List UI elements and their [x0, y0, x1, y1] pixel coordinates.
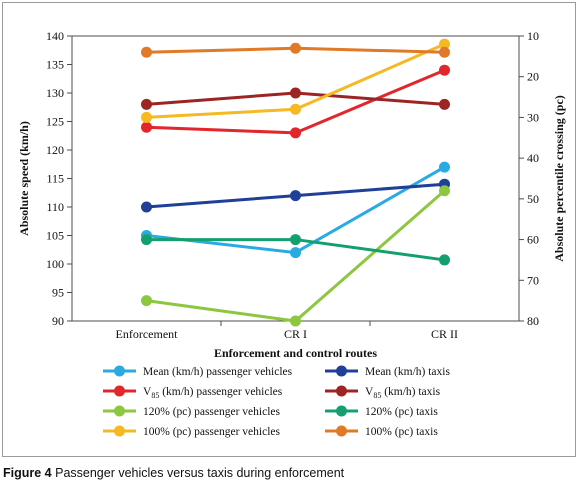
series-group: [141, 42, 450, 58]
y-left-tick-label: 105: [46, 229, 64, 243]
y-left-tick-label: 100: [46, 257, 64, 271]
legend-swatch-marker: [336, 365, 347, 377]
series-point: [439, 185, 450, 197]
y-right-tick-label: 30: [527, 110, 539, 124]
legend-swatch-marker: [114, 385, 125, 397]
figure-caption-text: Passenger vehicles versus taxis during e…: [55, 466, 345, 480]
legend-swatch-marker: [114, 405, 125, 417]
figure-frame: 90 95 100 105 110 115 120 125 130 135 140 10 20 30 40 5…: [2, 2, 576, 457]
y-right-tick-label: 40: [527, 151, 539, 165]
y-left-tick-label: 120: [46, 143, 64, 157]
series-point: [439, 98, 450, 110]
series-point: [439, 161, 450, 173]
series-point: [290, 87, 301, 99]
series-point: [290, 247, 301, 259]
series-point: [141, 121, 152, 133]
y-left-tick-label: 135: [46, 58, 64, 72]
series-point: [141, 111, 152, 123]
series-group: [141, 64, 450, 139]
x-axis-title: Enforcement and control routes: [214, 346, 377, 360]
series-point: [290, 42, 301, 54]
legend-label: V85 (km/h) taxis: [365, 386, 441, 400]
y-right-tick-label: 50: [527, 192, 539, 206]
y-left-tick-label: 115: [46, 172, 64, 186]
legend-swatch-marker: [114, 365, 125, 377]
series-point: [290, 127, 301, 139]
series-group: [141, 234, 450, 266]
series-group: [141, 38, 450, 123]
legend-label: 100% (pc) taxis: [365, 426, 438, 438]
y-right-tick-label: 70: [527, 273, 539, 287]
chart-axes: 90 95 100 105 110 115 120 125 130 135 140 10 20 30 40 5…: [46, 29, 539, 341]
y-left-tick-label: 90: [52, 314, 64, 328]
series-point: [141, 98, 152, 110]
y-left-tick-label: 140: [46, 29, 64, 43]
series-point: [439, 64, 450, 76]
legend-label: 120% (pc) taxis: [365, 406, 438, 418]
legend-swatch-marker: [336, 425, 347, 437]
y-right-tick-label: 60: [527, 233, 539, 247]
series-point: [439, 254, 450, 266]
series-point: [439, 38, 450, 50]
series-point: [141, 46, 152, 58]
series-point: [141, 201, 152, 213]
series-point: [290, 103, 301, 115]
figure-caption: Figure 4 Passenger vehicles versus taxis…: [3, 466, 344, 480]
series-point: [290, 315, 301, 327]
legend-swatch-marker: [114, 425, 125, 437]
x-tick-label: Enforcement: [116, 327, 179, 341]
figure-caption-label: Figure 4: [3, 466, 52, 480]
x-tick-label: CR II: [431, 327, 458, 341]
y-right-tick-label: 10: [527, 29, 539, 43]
legend-label: 100% (pc) passenger vehicles: [143, 426, 281, 438]
chart-series: [141, 38, 450, 327]
y-axis-title-right: Absolute percentile crossing (pc): [552, 95, 566, 262]
y-right-tick-label: 80: [527, 314, 539, 328]
series-point: [290, 234, 301, 246]
legend-label: Mean (km/h) passenger vehicles: [143, 366, 293, 378]
series-point: [141, 234, 152, 246]
y-left-tick-label: 130: [46, 86, 64, 100]
plot-border: [71, 35, 520, 322]
legend-label: 120% (pc) passenger vehicles: [143, 406, 281, 418]
series-point: [290, 190, 301, 202]
line-chart: 90 95 100 105 110 115 120 125 130 135 140 10 20 30 40 5…: [17, 29, 566, 438]
series-group: [141, 178, 450, 213]
series-group: [141, 185, 450, 327]
chart-legend: Mean (km/h) passenger vehicles Mean (km/h…: [103, 365, 450, 438]
series-point: [439, 46, 450, 58]
y-left-tick-label: 125: [46, 115, 64, 129]
legend-swatch-marker: [336, 385, 347, 397]
x-tick-label: CR I: [284, 327, 307, 341]
y-left-tick-label: 95: [52, 286, 64, 300]
y-left-tick-label: 110: [46, 200, 64, 214]
y-axis-title-left: Absolute speed (km/h): [17, 121, 31, 236]
series-group: [141, 87, 450, 110]
legend-swatch-marker: [336, 405, 347, 417]
y-right-tick-label: 20: [527, 70, 539, 84]
series-point: [141, 295, 152, 307]
legend-label: V85 (km/h) passenger vehicles: [143, 386, 283, 400]
legend-label: Mean (km/h) taxis: [365, 366, 450, 378]
